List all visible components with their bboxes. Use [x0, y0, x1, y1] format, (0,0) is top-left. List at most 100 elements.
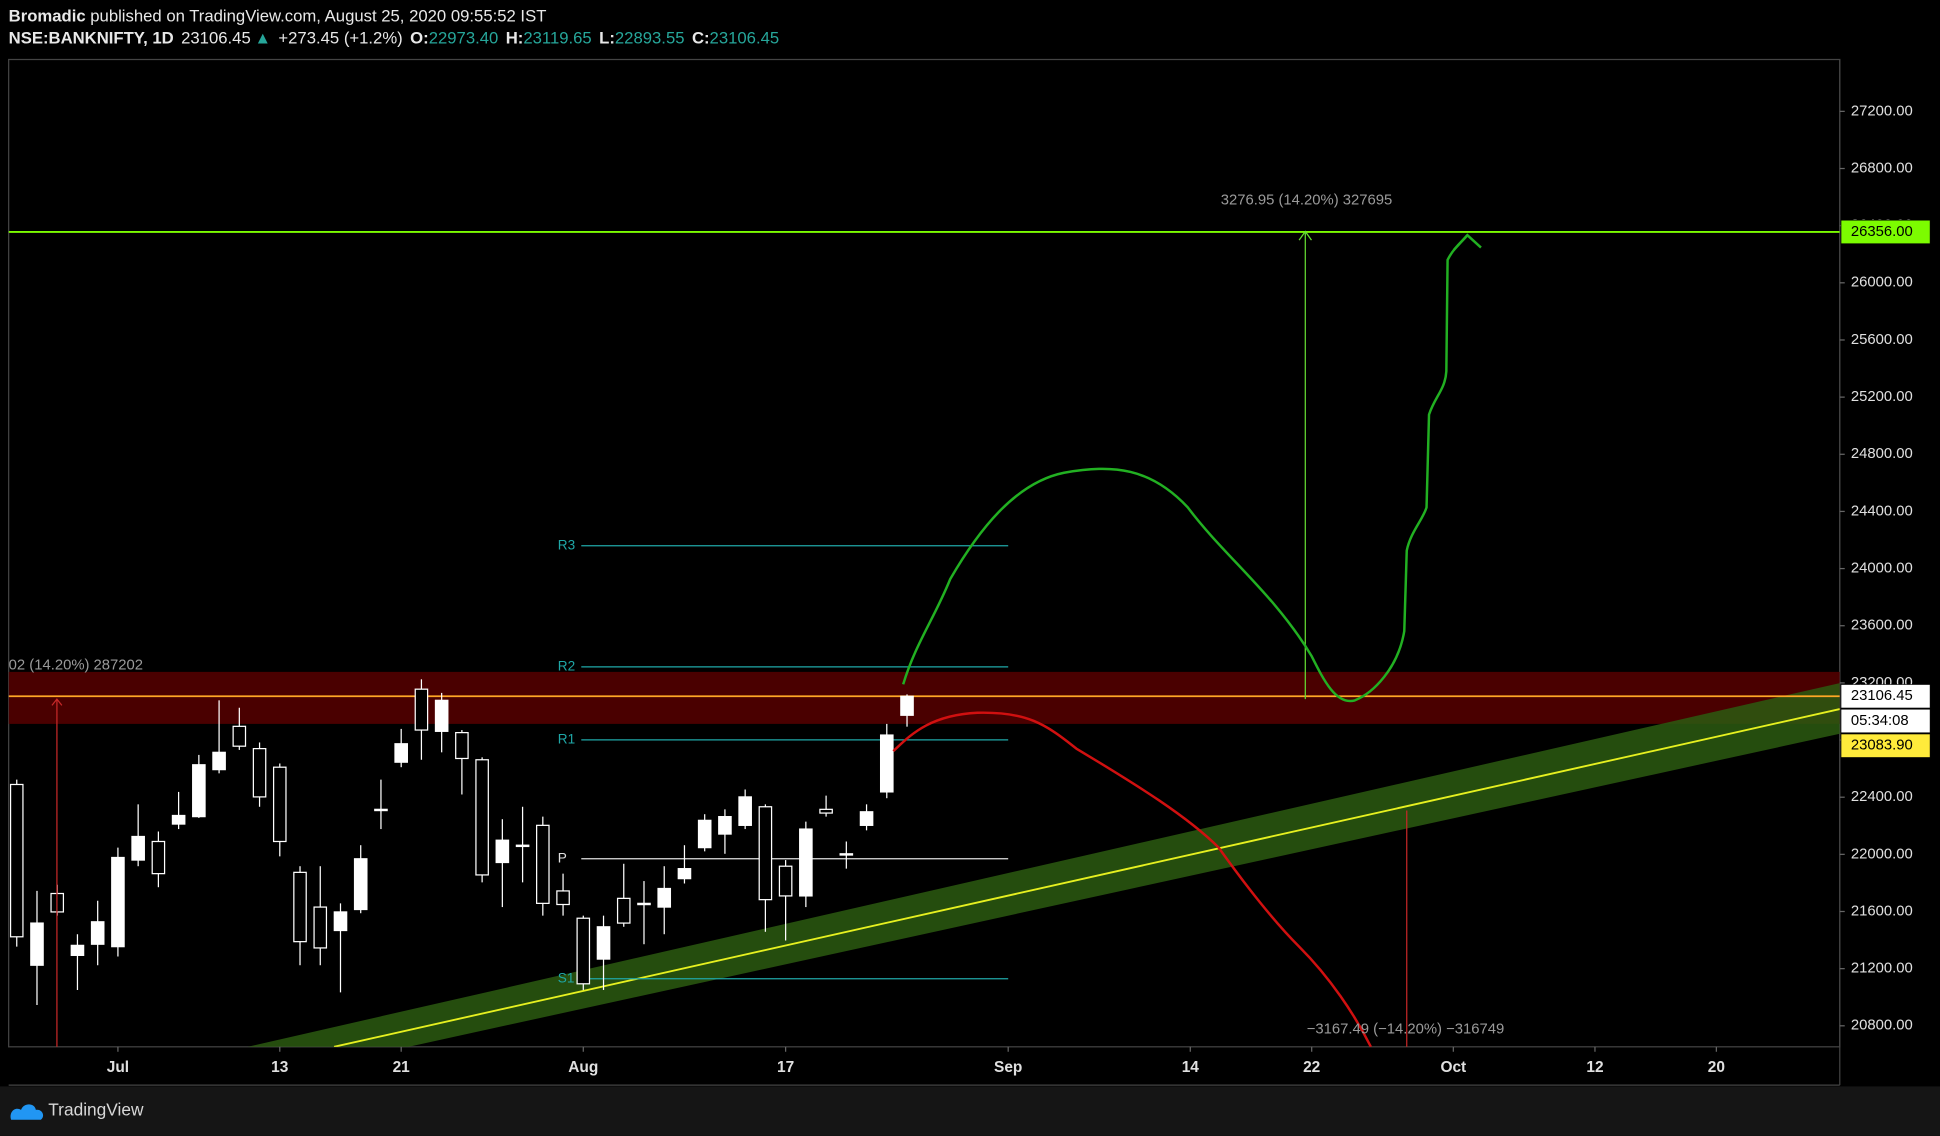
- candle-body: [374, 808, 388, 812]
- bullish-arrow: [1452, 233, 1482, 251]
- ohlc-value: 23106.45: [710, 29, 780, 48]
- x-tick-label: 12: [1586, 1059, 1603, 1076]
- candle-body: [859, 811, 874, 826]
- candles-layer: [9, 679, 914, 1005]
- candle-body: [434, 699, 449, 732]
- candle-body: [839, 853, 854, 856]
- candle-body: [637, 902, 651, 906]
- pivot-label: S1: [558, 970, 575, 985]
- brand-name: TradingView: [48, 1100, 144, 1120]
- pivot-label: P: [558, 850, 567, 865]
- axes: 20800.00 21200.00 21600.00 22000.00 22400.00…: [107, 103, 1931, 1076]
- candle-body: [738, 796, 752, 826]
- ohlc-key: H:: [506, 29, 524, 48]
- price-tag: [1840, 219, 1931, 245]
- candle-body: [212, 751, 226, 771]
- candle-body: [799, 828, 813, 897]
- candle-body: [657, 887, 672, 908]
- candle-body: [333, 911, 348, 932]
- y-tick-label: 24000.00: [1851, 561, 1913, 577]
- symbol-line: NSE:BANKNIFTY, 1D 23106.45 ▲ +273.45 (+1.2%…: [9, 29, 780, 48]
- price-tag-label: 05:34:08: [1851, 713, 1909, 729]
- candle-body: [9, 783, 24, 938]
- price-tag: [1840, 733, 1931, 758]
- y-tick-label: 22000.00: [1851, 846, 1913, 862]
- zone-layer: [8, 671, 1840, 724]
- candle-body: [515, 844, 530, 848]
- candle-body: [70, 944, 85, 956]
- ohlc-key: L:: [599, 29, 615, 48]
- measure-arrow: [51, 698, 63, 706]
- y-tick-label: 21600.00: [1851, 903, 1913, 919]
- plot-area: R3 R2 R1 P S1 3276.95 (14.20%) 327695 02 (14…: [8, 192, 1840, 1047]
- measure-label: 02 (14.20%) 287202: [9, 658, 143, 674]
- candle-body: [879, 734, 894, 793]
- levels-layer: R3 R2 R1 P S1: [8, 231, 1840, 985]
- candle-body: [313, 906, 328, 949]
- channel-layer: [247, 683, 1840, 1047]
- change: +273.45 (+1.2%): [278, 29, 402, 48]
- header-line: Bromadic published on TradingView.com, A…: [9, 7, 547, 26]
- candle-body: [293, 871, 307, 943]
- ohlc-value: 22893.55: [615, 29, 685, 48]
- x-tick-label: 13: [271, 1059, 289, 1076]
- candle-body: [252, 747, 267, 798]
- candle-body: [232, 725, 247, 747]
- candle-body: [900, 695, 914, 716]
- x-tick-label: Oct: [1440, 1059, 1466, 1076]
- last-price: 23106.45: [181, 29, 251, 48]
- x-tick-label: 20: [1708, 1059, 1725, 1076]
- price-tag-label: 26356.00: [1851, 224, 1913, 240]
- candle-body: [30, 922, 44, 966]
- x-tick-label: Sep: [994, 1059, 1022, 1076]
- candle-body: [778, 865, 793, 897]
- candle-body: [596, 926, 611, 960]
- price-tag: [1840, 684, 1931, 709]
- candle-body: [475, 759, 489, 876]
- trend-line: [333, 708, 1840, 1047]
- candle-body: [677, 868, 692, 880]
- price-tag-label: 23106.45: [1851, 688, 1913, 704]
- x-tick-label: 17: [777, 1059, 794, 1076]
- candle-body: [272, 766, 287, 843]
- author: Bromadic: [9, 7, 86, 26]
- candle-body: [90, 921, 105, 945]
- measure-arrow: [1298, 230, 1312, 241]
- symbol: NSE:BANKNIFTY, 1D: [9, 29, 174, 48]
- brand-logo: [10, 1104, 44, 1120]
- candle-body: [758, 806, 773, 901]
- x-tick-label: 21: [393, 1059, 411, 1076]
- ohlc-key: O:: [410, 29, 429, 48]
- pivot-label: R1: [558, 731, 575, 746]
- candle-body: [819, 808, 833, 814]
- pivot-label: R2: [558, 658, 575, 673]
- ohlc-value: 23119.65: [523, 29, 591, 48]
- bullish-path: [902, 234, 1469, 703]
- candle-body: [697, 819, 712, 849]
- published: published on TradingView.com, August 25,…: [86, 7, 547, 26]
- y-tick-label: 25600.00: [1851, 332, 1913, 348]
- candle-body: [495, 839, 510, 864]
- price-tag: [1840, 708, 1931, 734]
- drawings-layer: 3276.95 (14.20%) 327695 02 (14.20%) 2872…: [9, 192, 1504, 1047]
- trend-channel: [247, 683, 1840, 1047]
- candle-body: [394, 743, 408, 763]
- candle-body: [616, 897, 631, 924]
- price-tag-label: 23083.90: [1851, 738, 1913, 754]
- y-tick-label: 20800.00: [1851, 1018, 1913, 1034]
- ohlc-value: 22973.40: [429, 29, 499, 48]
- y-tick-label: 24400.00: [1851, 503, 1913, 519]
- brand: TradingView: [10, 1100, 144, 1120]
- x-tick-label: Jul: [107, 1059, 129, 1076]
- candle-body: [455, 731, 469, 760]
- measure-label: 3276.95 (14.20%) 327695: [1221, 192, 1393, 208]
- bearish-path: [892, 711, 1372, 1047]
- candle-body: [576, 917, 591, 985]
- candle-body: [353, 858, 368, 911]
- y-tick-label: 22400.00: [1851, 789, 1913, 805]
- y-tick-label: 23600.00: [1851, 618, 1913, 634]
- y-tick-label: 21200.00: [1851, 961, 1913, 977]
- y-tick-label: 25200.00: [1851, 389, 1913, 405]
